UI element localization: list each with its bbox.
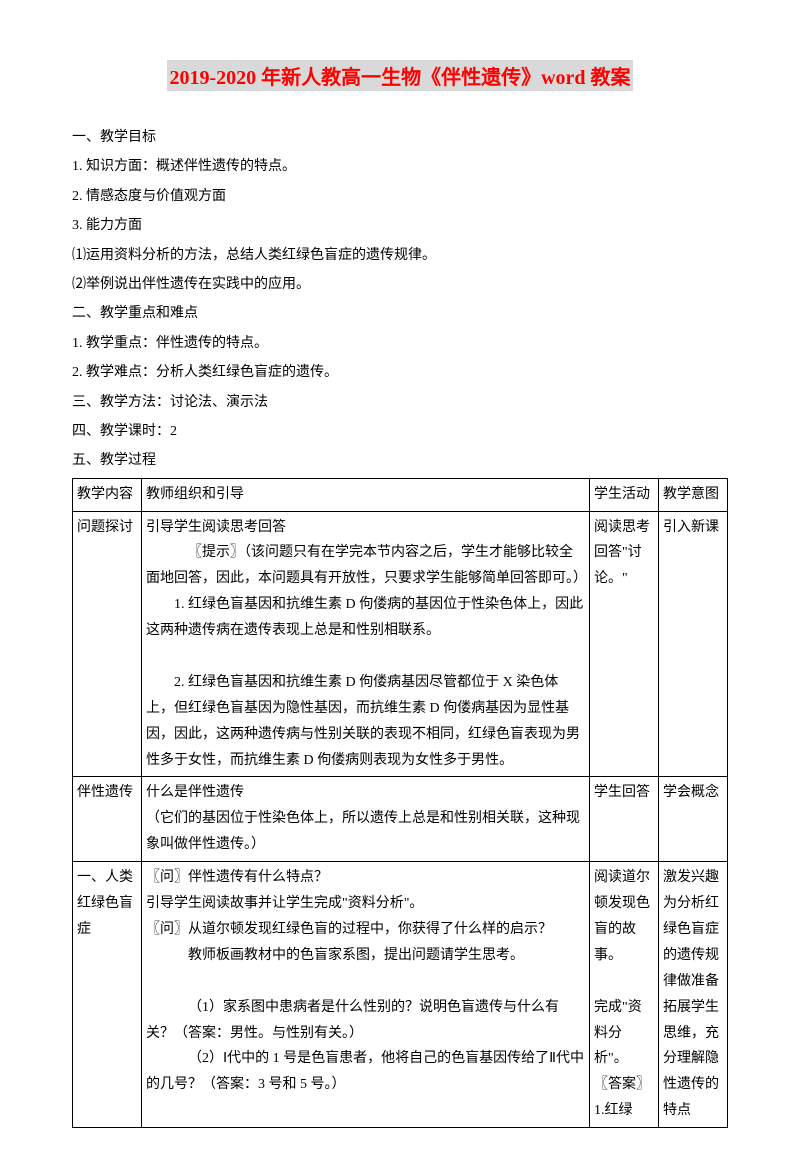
table-cell: 一、人类红绿色盲症 bbox=[73, 862, 142, 1128]
body-text: 1. 教学重点：伴性遗传的特点。 bbox=[72, 329, 728, 358]
cell-text: 1. 红绿色盲基因和抗维生素 D 佝偻病的基因位于性染色体上，因此这两种遗传病在… bbox=[146, 592, 585, 644]
cell-text: （1）家系图中患病者是什么性别的？说明色盲遗传与什么有关？（答案：男性。与性别有… bbox=[146, 995, 585, 1047]
lesson-plan-table: 教学内容 教师组织和引导 学生活动 教学意图 问题探讨 引导学生阅读思考回答 〖… bbox=[72, 478, 728, 1128]
table-header-cell: 教师组织和引导 bbox=[142, 478, 590, 511]
cell-text bbox=[146, 644, 585, 670]
cell-text: （2）Ⅰ代中的 1 号是色盲患者，他将自己的色盲基因传给了Ⅱ代中的几号？（答案：… bbox=[146, 1046, 585, 1098]
table-cell: 什么是伴性遗传 （它们的基因位于性染色体上，所以遗传上总是和性别相关联，这种现象… bbox=[142, 777, 590, 862]
table-row: 伴性遗传 什么是伴性遗传 （它们的基因位于性染色体上，所以遗传上总是和性别相关联… bbox=[73, 777, 728, 862]
body-text: 2. 教学难点：分析人类红绿色盲症的遗传。 bbox=[72, 358, 728, 387]
table-cell: 问题探讨 bbox=[73, 511, 142, 777]
body-text: 3. 能力方面 bbox=[72, 211, 728, 240]
table-header-row: 教学内容 教师组织和引导 学生活动 教学意图 bbox=[73, 478, 728, 511]
table-cell: 学生回答 bbox=[590, 777, 659, 862]
table-cell: 阅读道尔顿发现色盲的故事。 完成"资料分析"。 〖答案〗1.红绿 bbox=[590, 862, 659, 1128]
table-header-cell: 教学意图 bbox=[659, 478, 728, 511]
body-text: ⑴运用资料分析的方法，总结人类红绿色盲症的遗传规律。 bbox=[72, 241, 728, 270]
section-heading: 三、教学方法：讨论法、演示法 bbox=[72, 388, 728, 417]
body-text: 1. 知识方面：概述伴性遗传的特点。 bbox=[72, 152, 728, 181]
table-cell: 引入新课 bbox=[659, 511, 728, 777]
cell-text: 〖问〗从道尔顿发现红绿色盲的过程中，你获得了什么样的启示？ bbox=[146, 917, 585, 943]
body-text: 2. 情感态度与价值观方面 bbox=[72, 182, 728, 211]
section-heading: 一、教学目标 bbox=[72, 123, 728, 152]
cell-text: （它们的基因位于性染色体上，所以遗传上总是和性别相关联，这种现象叫做伴性遗传。） bbox=[146, 806, 585, 858]
cell-text bbox=[146, 969, 585, 995]
section-heading: 四、教学课时：2 bbox=[72, 417, 728, 446]
page-title: 2019-2020 年新人教高一生物《伴性遗传》word 教案 bbox=[167, 60, 632, 91]
table-row: 一、人类红绿色盲症 〖问〗伴性遗传有什么特点？ 引导学生阅读故事并让学生完成"资… bbox=[73, 862, 728, 1128]
cell-text: 引导学生阅读思考回答 bbox=[146, 515, 585, 541]
cell-text: 什么是伴性遗传 bbox=[146, 780, 585, 806]
table-cell: 伴性遗传 bbox=[73, 777, 142, 862]
cell-text: 〖问〗伴性遗传有什么特点？ bbox=[146, 865, 585, 891]
cell-text: 2. 红绿色盲基因和抗维生素 D 佝偻病基因尽管都位于 X 染色体上，但红绿色盲… bbox=[146, 670, 585, 774]
cell-text: 引导学生阅读故事并让学生完成"资料分析"。 bbox=[146, 891, 585, 917]
table-header-cell: 学生活动 bbox=[590, 478, 659, 511]
cell-text: 〖提示〗（该问题只有在学完本节内容之后，学生才能够比较全面地回答，因此，本问题具… bbox=[146, 540, 585, 592]
table-cell: 引导学生阅读思考回答 〖提示〗（该问题只有在学完本节内容之后，学生才能够比较全面… bbox=[142, 511, 590, 777]
table-cell: 激发兴趣为分析红绿色盲症的遗传规律做准备拓展学生思维，充分理解隐性遗传的特点 bbox=[659, 862, 728, 1128]
section-heading: 五、教学过程 bbox=[72, 446, 728, 475]
table-cell: 阅读思考回答"讨论。" bbox=[590, 511, 659, 777]
cell-text: 教师板画教材中的色盲家系图，提出问题请学生思考。 bbox=[146, 943, 585, 969]
table-cell: 〖问〗伴性遗传有什么特点？ 引导学生阅读故事并让学生完成"资料分析"。 〖问〗从… bbox=[142, 862, 590, 1128]
table-header-cell: 教学内容 bbox=[73, 478, 142, 511]
body-text: ⑵举例说出伴性遗传在实践中的应用。 bbox=[72, 270, 728, 299]
table-cell: 学会概念 bbox=[659, 777, 728, 862]
section-heading: 二、教学重点和难点 bbox=[72, 299, 728, 328]
table-row: 问题探讨 引导学生阅读思考回答 〖提示〗（该问题只有在学完本节内容之后，学生才能… bbox=[73, 511, 728, 777]
